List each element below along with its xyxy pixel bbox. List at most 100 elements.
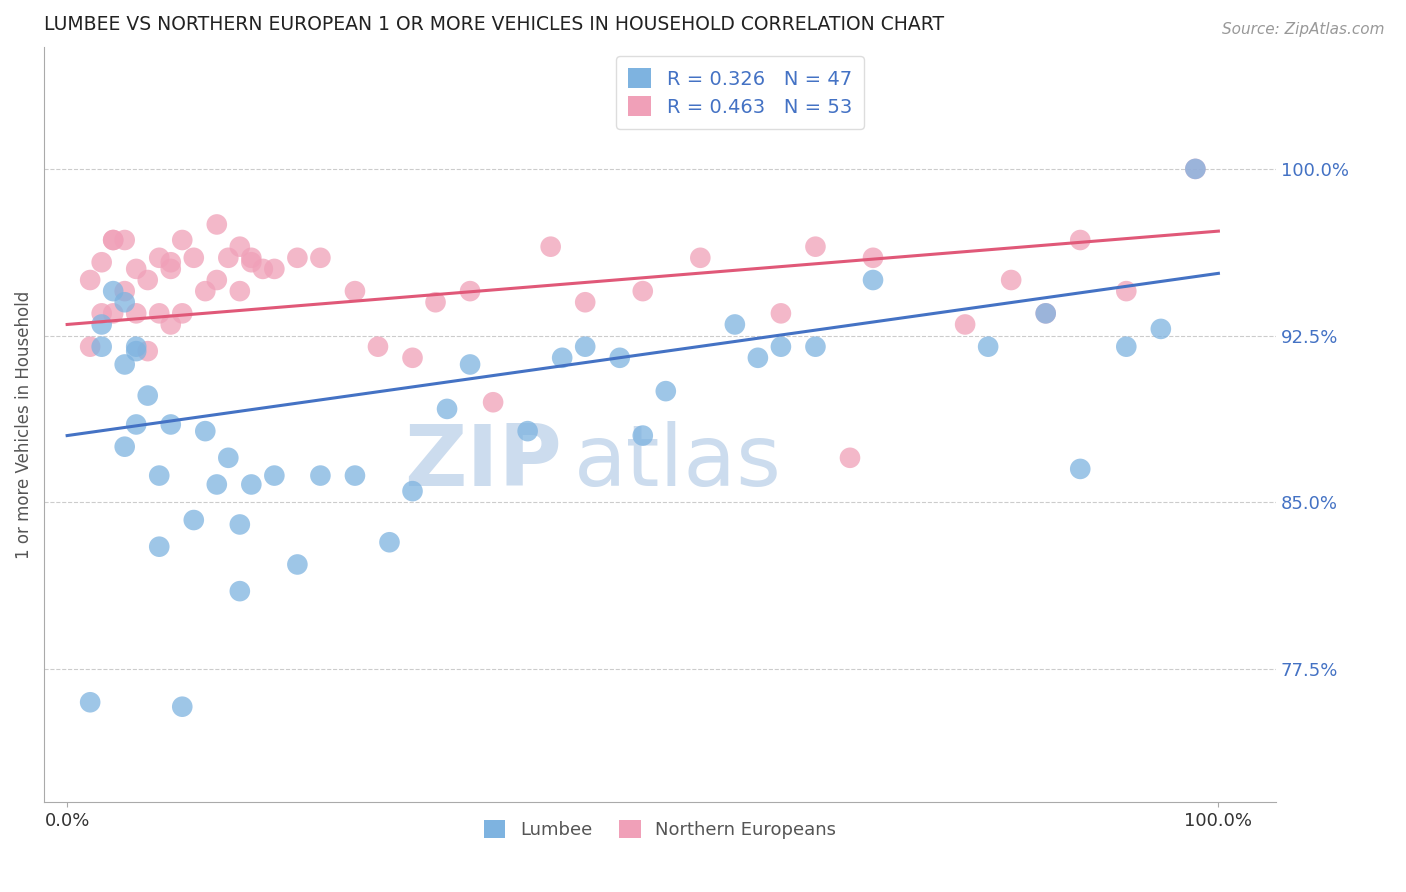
Point	[79, 340, 101, 354]
Point	[172, 306, 194, 320]
Point	[1035, 306, 1057, 320]
Point	[425, 295, 447, 310]
Point	[609, 351, 631, 365]
Point	[90, 306, 112, 320]
Point	[287, 558, 309, 572]
Point	[862, 273, 884, 287]
Point	[263, 468, 285, 483]
Legend: Lumbee, Northern Europeans: Lumbee, Northern Europeans	[477, 813, 844, 847]
Point	[240, 477, 263, 491]
Point	[343, 284, 366, 298]
Point	[194, 284, 217, 298]
Point	[159, 417, 181, 432]
Point	[769, 306, 792, 320]
Point	[482, 395, 505, 409]
Point	[172, 233, 194, 247]
Point	[1069, 233, 1091, 247]
Point	[229, 517, 252, 532]
Point	[977, 340, 1000, 354]
Point	[205, 273, 228, 287]
Point	[343, 468, 366, 483]
Point	[804, 240, 827, 254]
Point	[229, 240, 252, 254]
Point	[436, 401, 458, 416]
Point	[159, 318, 181, 332]
Point	[103, 233, 125, 247]
Point	[103, 284, 125, 298]
Point	[747, 351, 769, 365]
Point	[769, 340, 792, 354]
Point	[125, 306, 148, 320]
Point	[309, 468, 332, 483]
Point	[114, 284, 136, 298]
Point	[125, 261, 148, 276]
Point	[148, 468, 170, 483]
Point	[655, 384, 678, 398]
Point	[240, 255, 263, 269]
Point	[287, 251, 309, 265]
Point	[252, 261, 274, 276]
Point	[205, 218, 228, 232]
Point	[1115, 284, 1137, 298]
Point	[136, 344, 159, 359]
Point	[205, 477, 228, 491]
Point	[229, 584, 252, 599]
Point	[551, 351, 574, 365]
Point	[217, 450, 239, 465]
Point	[114, 295, 136, 310]
Point	[804, 340, 827, 354]
Text: LUMBEE VS NORTHERN EUROPEAN 1 OR MORE VEHICLES IN HOUSEHOLD CORRELATION CHART: LUMBEE VS NORTHERN EUROPEAN 1 OR MORE VE…	[44, 15, 945, 34]
Point	[401, 484, 423, 499]
Text: Source: ZipAtlas.com: Source: ZipAtlas.com	[1222, 22, 1385, 37]
Point	[1150, 322, 1173, 336]
Y-axis label: 1 or more Vehicles in Household: 1 or more Vehicles in Household	[15, 290, 32, 558]
Point	[1184, 161, 1206, 176]
Point	[79, 695, 101, 709]
Point	[309, 251, 332, 265]
Point	[125, 344, 148, 359]
Point	[103, 306, 125, 320]
Point	[458, 358, 481, 372]
Point	[103, 233, 125, 247]
Point	[839, 450, 862, 465]
Point	[229, 284, 252, 298]
Point	[136, 273, 159, 287]
Point	[172, 699, 194, 714]
Text: atlas: atlas	[574, 421, 782, 504]
Point	[1115, 340, 1137, 354]
Point	[401, 351, 423, 365]
Point	[90, 318, 112, 332]
Point	[90, 340, 112, 354]
Point	[689, 251, 711, 265]
Point	[90, 255, 112, 269]
Point	[516, 424, 538, 438]
Point	[367, 340, 389, 354]
Point	[240, 251, 263, 265]
Point	[458, 284, 481, 298]
Point	[378, 535, 401, 549]
Point	[125, 417, 148, 432]
Point	[148, 306, 170, 320]
Point	[114, 358, 136, 372]
Point	[574, 295, 596, 310]
Point	[724, 318, 747, 332]
Point	[114, 440, 136, 454]
Point	[631, 284, 654, 298]
Text: ZIP: ZIP	[404, 421, 561, 504]
Point	[631, 428, 654, 442]
Point	[183, 513, 205, 527]
Point	[194, 424, 217, 438]
Point	[125, 340, 148, 354]
Point	[862, 251, 884, 265]
Point	[1035, 306, 1057, 320]
Point	[148, 251, 170, 265]
Point	[574, 340, 596, 354]
Point	[263, 261, 285, 276]
Point	[79, 273, 101, 287]
Point	[217, 251, 239, 265]
Point	[136, 388, 159, 402]
Point	[159, 261, 181, 276]
Point	[1184, 161, 1206, 176]
Point	[1000, 273, 1022, 287]
Point	[148, 540, 170, 554]
